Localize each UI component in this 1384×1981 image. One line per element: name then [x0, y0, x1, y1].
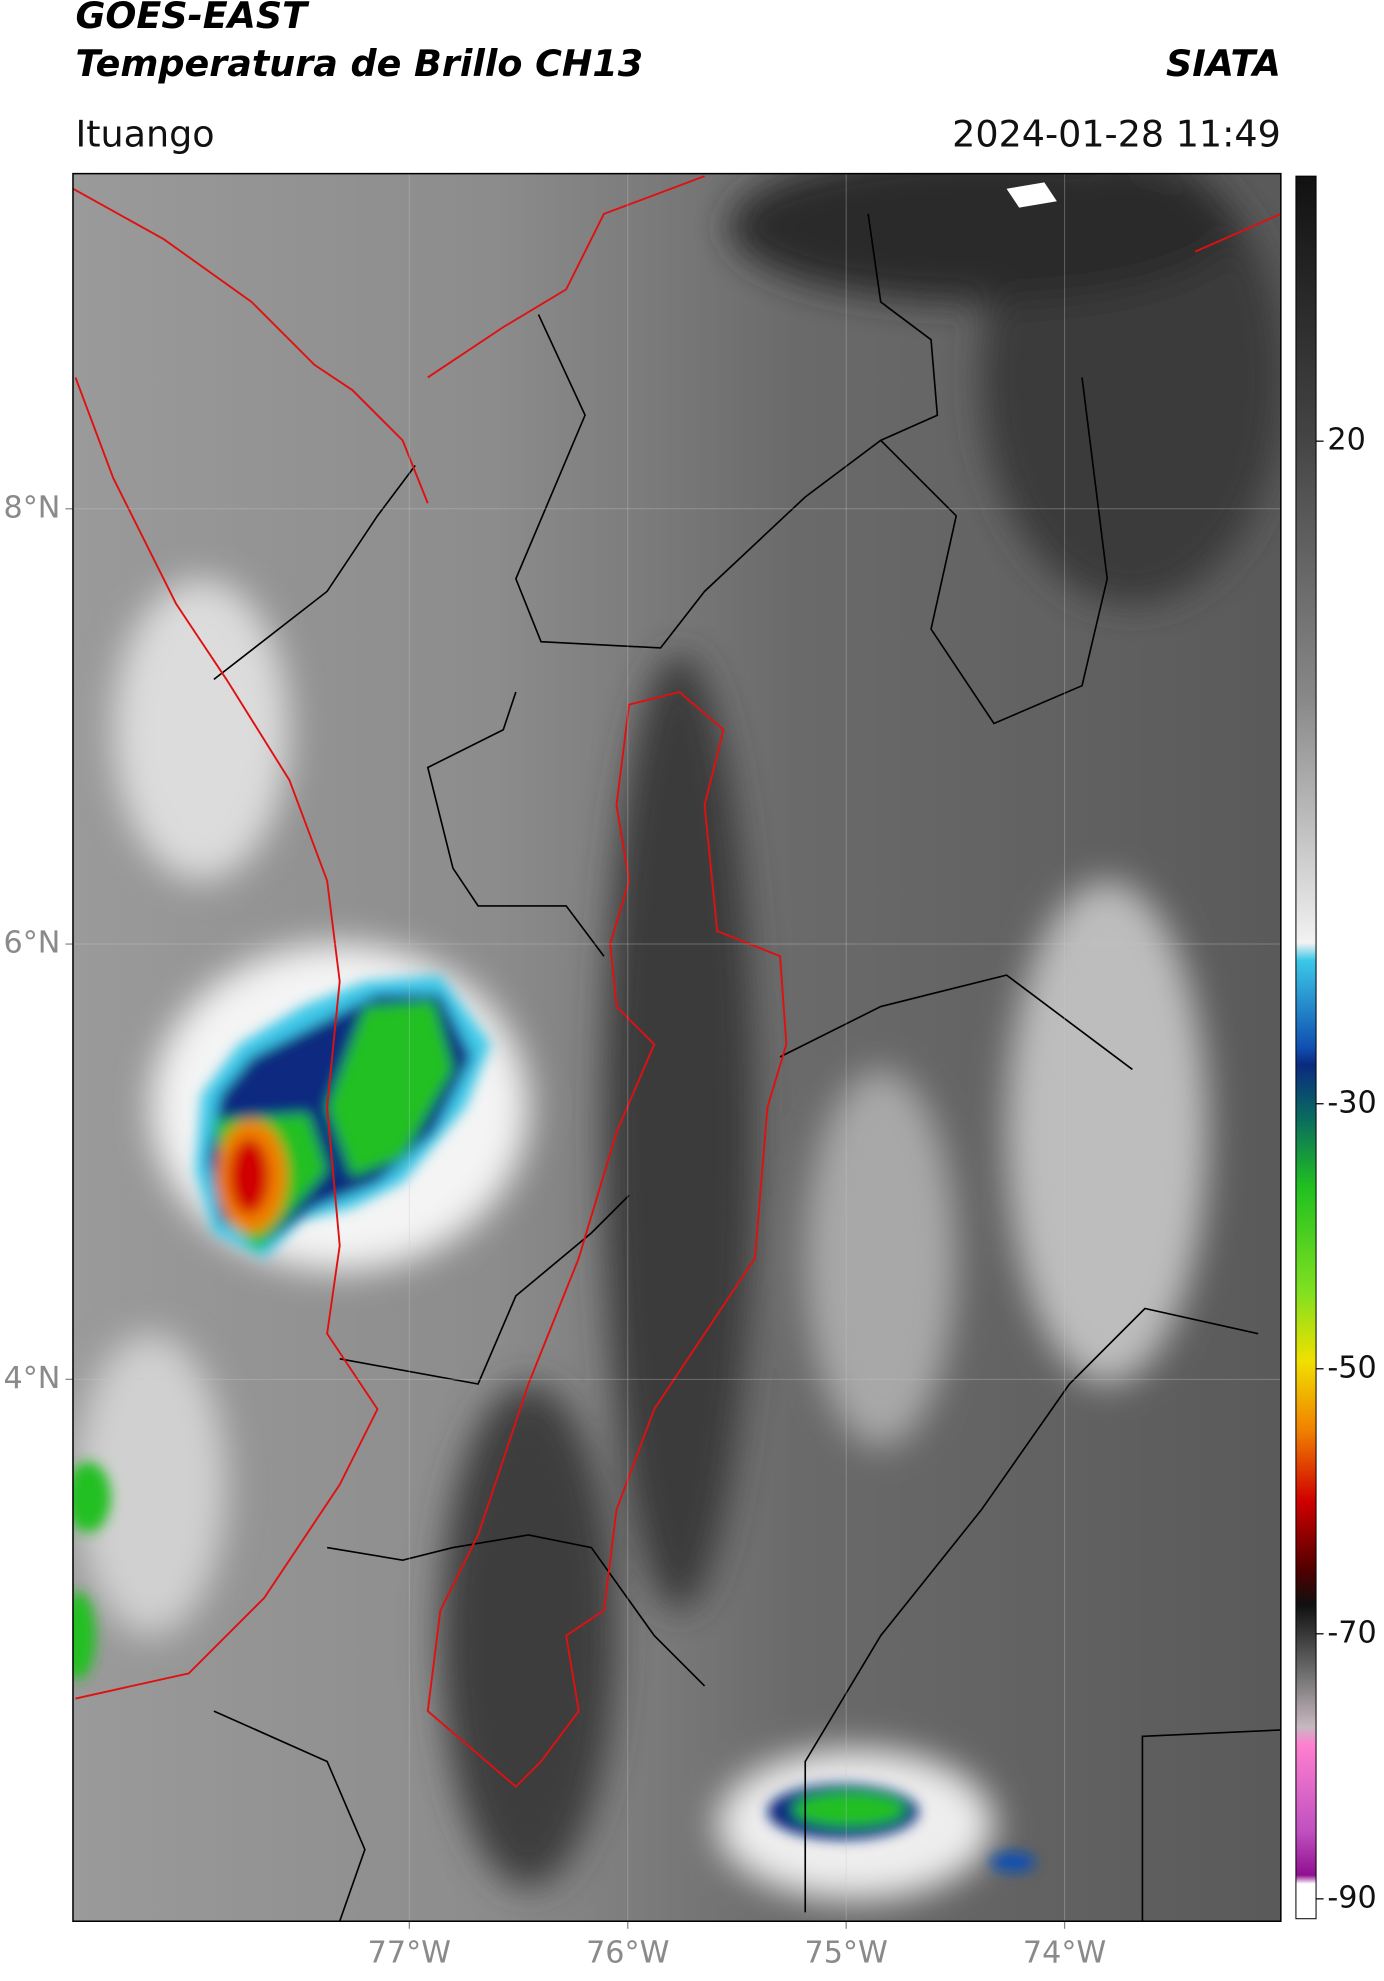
- department-borders: [213, 213, 1281, 1922]
- colorbar-tick-label: -50: [1327, 1350, 1376, 1385]
- source: SIATA: [1166, 42, 1281, 85]
- x-tick-label: 77°W: [368, 1935, 451, 1970]
- colorbar-tick-label: -70: [1327, 1615, 1376, 1650]
- location: Ituango: [75, 112, 214, 155]
- x-tick-label: 75°W: [804, 1935, 887, 1970]
- colorbar-tick-label: -90: [1327, 1880, 1376, 1915]
- title: GOES-EAST: [75, 0, 310, 37]
- satellite-image: [72, 173, 1281, 1922]
- y-tick-label: 4°N: [4, 1361, 61, 1396]
- colorbar-tick-label: -30: [1327, 1085, 1376, 1120]
- cold-spot: [1006, 182, 1057, 208]
- datetime: 2024-01-28 11:49: [952, 112, 1281, 155]
- graticule: 77°W 76°W 75°W 74°W 8°N 6°N 4°N: [4, 173, 1281, 1970]
- colorbar-tick-label: 20: [1327, 423, 1365, 458]
- y-tick-label: 8°N: [4, 490, 61, 525]
- x-tick-label: 74°W: [1023, 1935, 1106, 1970]
- coast-and-region-borders: [72, 175, 1281, 1788]
- y-tick-label: 6°N: [4, 926, 61, 961]
- map-frame: [72, 172, 1282, 1922]
- colorbar-ticks: 20 -30 -50 -70 -90: [1316, 423, 1377, 1915]
- subtitle: Temperatura de Brillo CH13: [75, 42, 643, 85]
- colorbar: [1295, 175, 1317, 1920]
- x-tick-label: 76°W: [586, 1935, 669, 1970]
